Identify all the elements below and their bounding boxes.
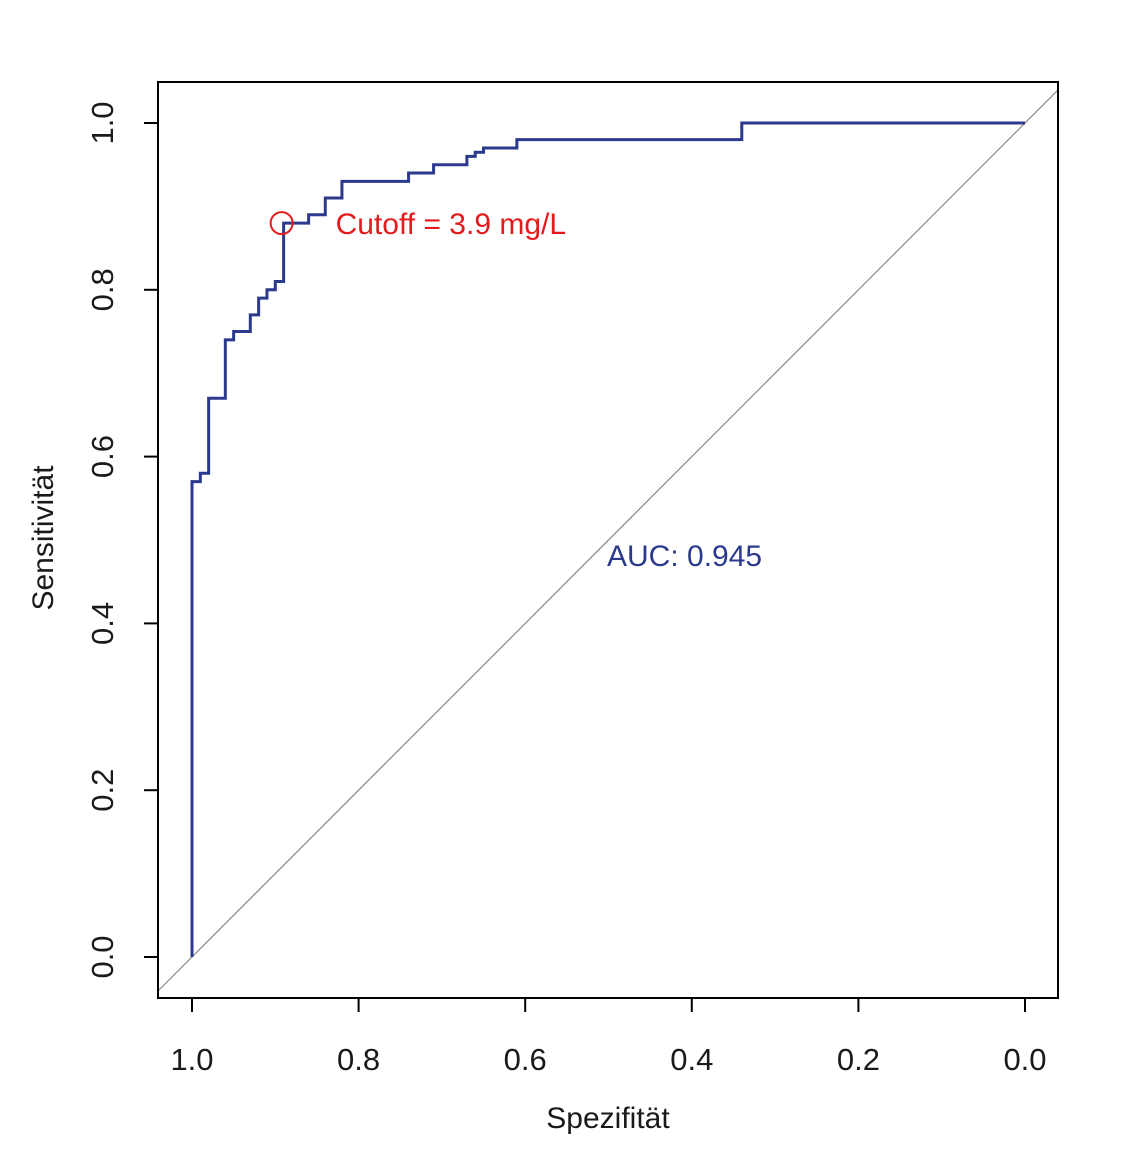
y-tick-label: 0.6 bbox=[85, 435, 120, 478]
auc-label: AUC: 0.945 bbox=[607, 540, 762, 573]
x-tick-label: 0.6 bbox=[504, 1042, 547, 1077]
y-tick-label: 0.4 bbox=[85, 602, 120, 645]
x-tick-label: 0.4 bbox=[670, 1042, 713, 1077]
x-tick-label: 0.2 bbox=[837, 1042, 880, 1077]
y-tick-label: 0.8 bbox=[85, 268, 120, 311]
diagonal-reference-line bbox=[157, 89, 1059, 992]
cutoff-label: Cutoff = 3.9 mg/L bbox=[336, 208, 566, 241]
y-axis-title: Sensitivität bbox=[27, 465, 60, 611]
y-tick-label: 0.2 bbox=[85, 769, 120, 812]
plot-area-group bbox=[190, 121, 1025, 957]
x-tick-label: 0.8 bbox=[337, 1042, 380, 1077]
y-axis: 0.0 0.2 0.4 0.6 0.8 1.0 bbox=[85, 101, 159, 979]
y-tick-label: 1.0 bbox=[85, 101, 120, 144]
cutoff-marker bbox=[269, 211, 294, 236]
x-axis: 1.0 0.8 0.6 0.4 0.2 0.0 bbox=[170, 997, 1047, 1077]
roc-curve-line bbox=[190, 121, 1025, 957]
x-axis-title: Spezifität bbox=[546, 1102, 670, 1135]
x-tick-label: 0.0 bbox=[1003, 1042, 1046, 1077]
y-tick-label: 0.0 bbox=[85, 935, 120, 978]
x-tick-label: 1.0 bbox=[170, 1042, 213, 1077]
